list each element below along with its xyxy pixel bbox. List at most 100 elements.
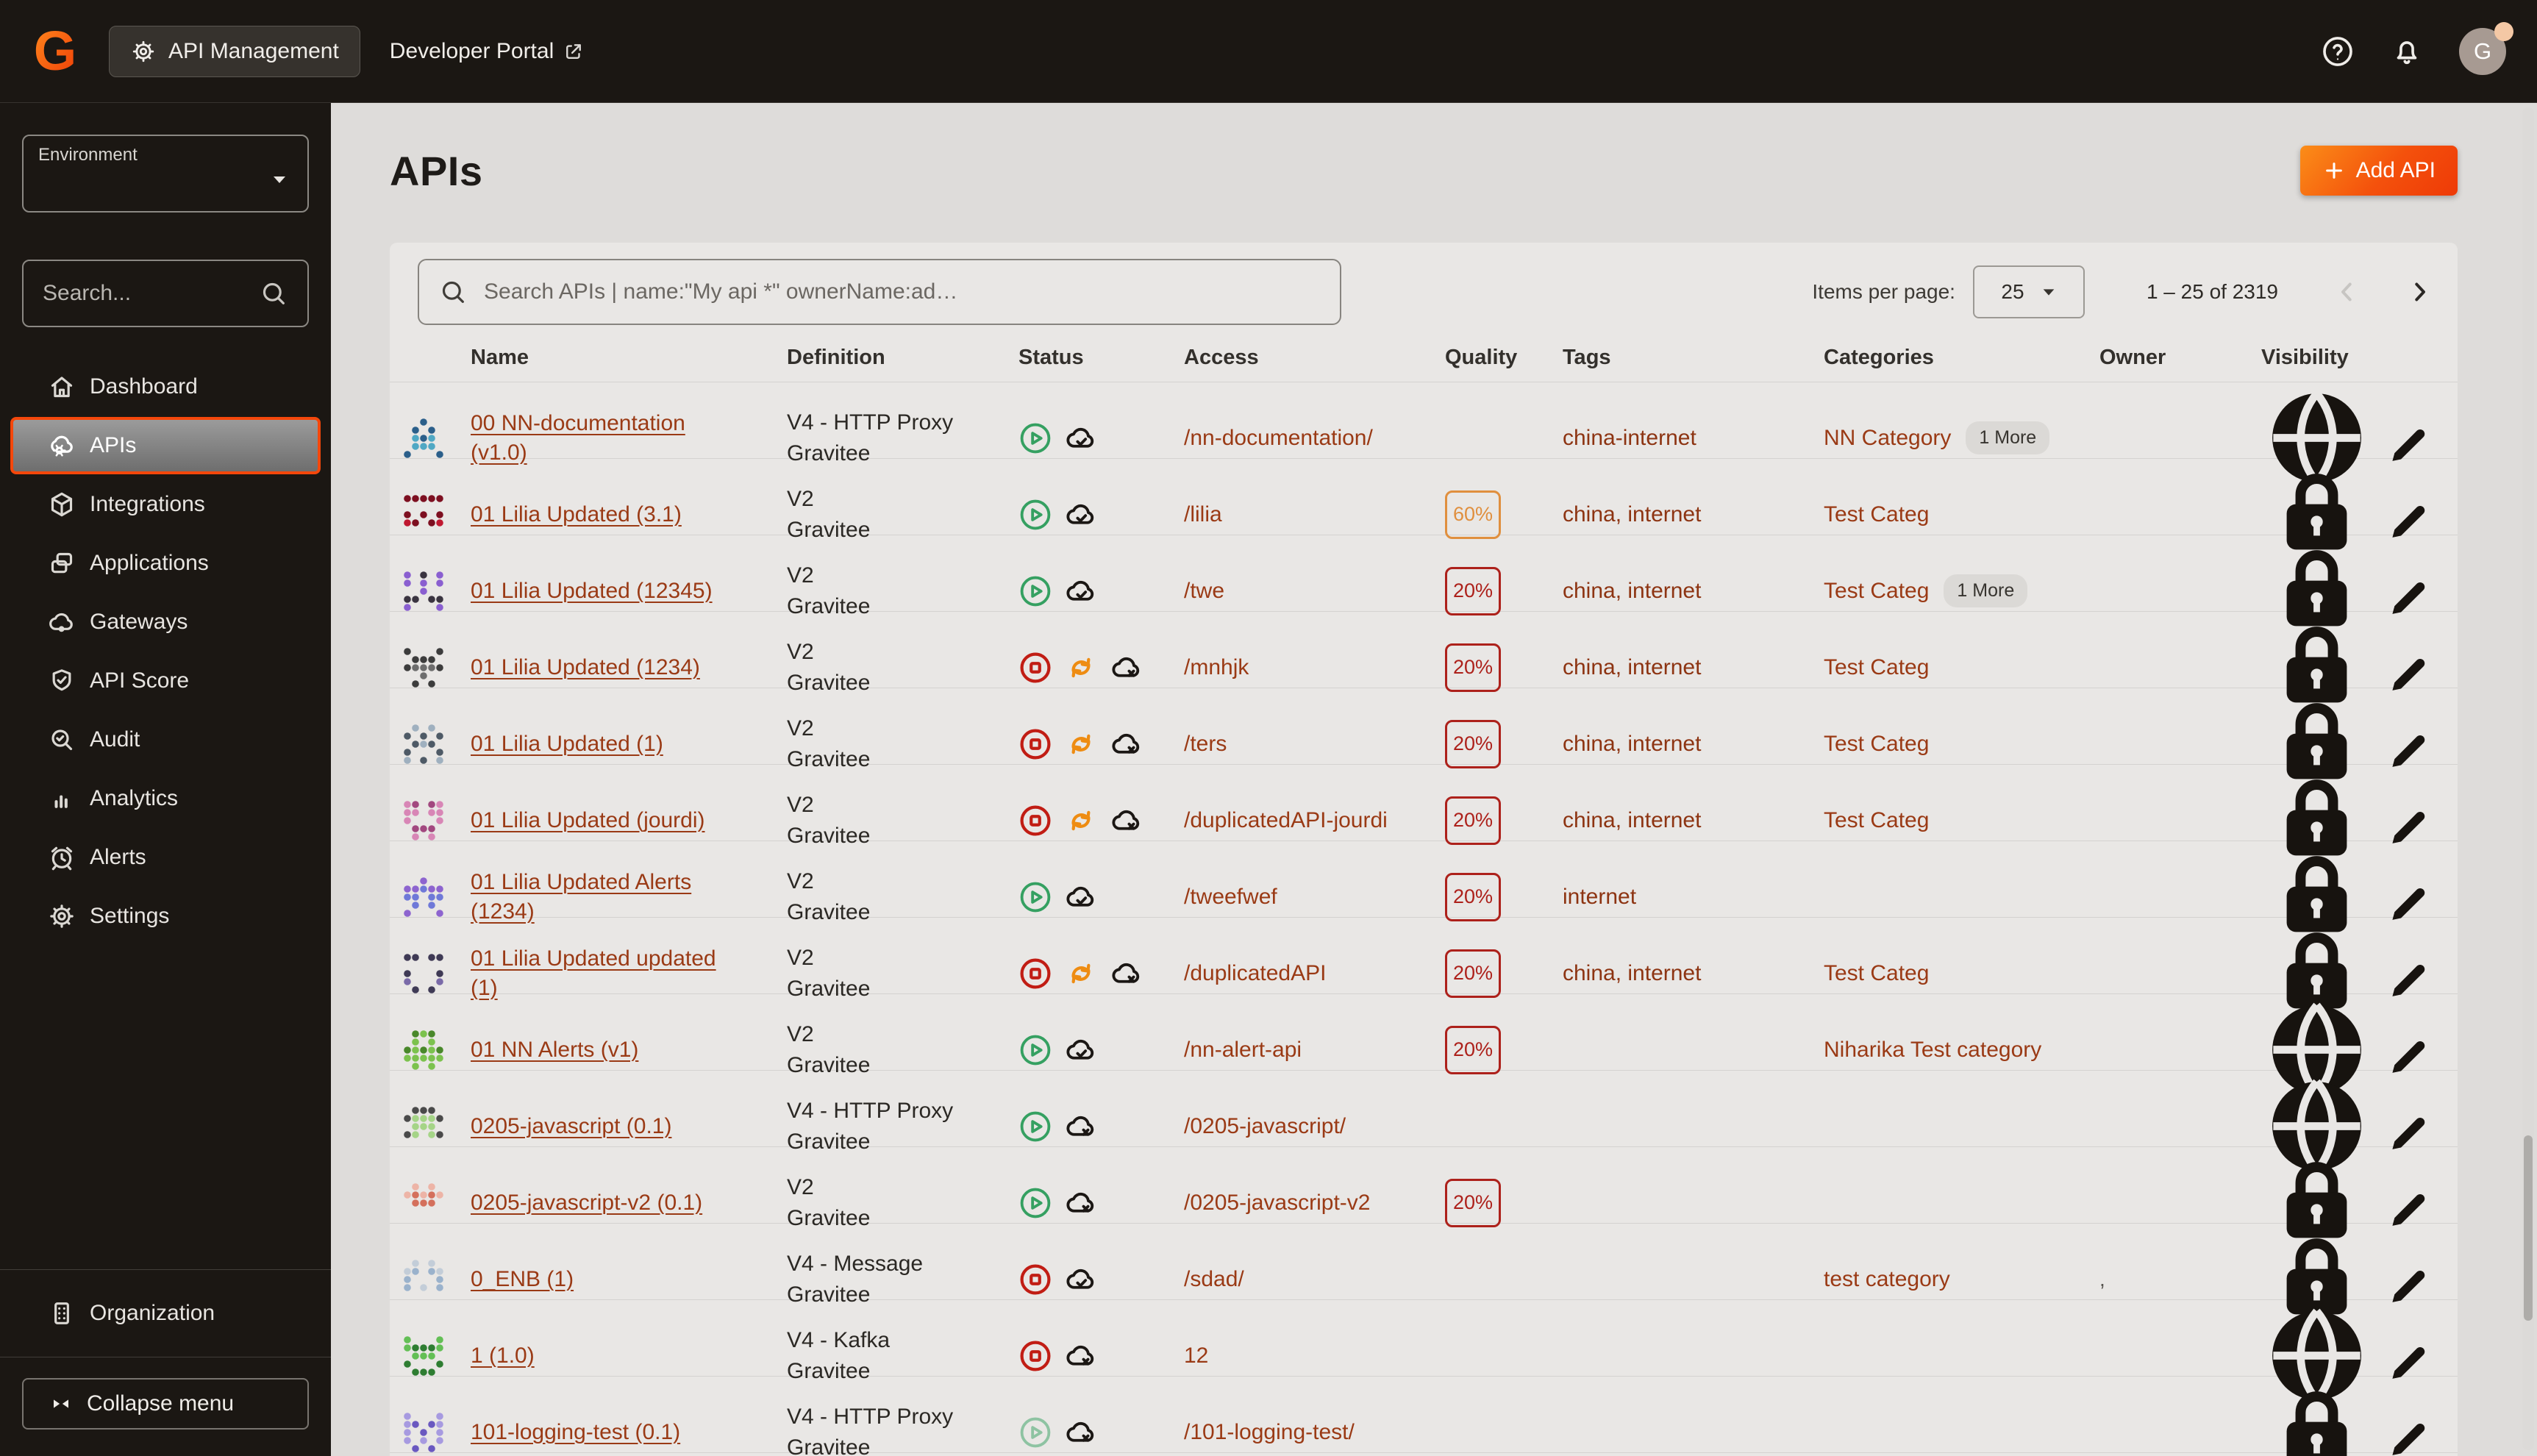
sidebar-item-apis[interactable]: APIs bbox=[10, 417, 321, 474]
edit-button[interactable] bbox=[2383, 1031, 2434, 1082]
api-name-link[interactable]: 0_ENB (1) bbox=[471, 1266, 574, 1291]
status-cell bbox=[1018, 1416, 1184, 1449]
sidebar-item-organization[interactable]: Organization bbox=[0, 1270, 331, 1357]
visibility-public-globe-icon bbox=[2261, 1071, 2372, 1182]
edit-button[interactable] bbox=[2383, 419, 2434, 471]
edit-button[interactable] bbox=[2383, 878, 2434, 929]
quality-badge: 20% bbox=[1445, 1025, 1501, 1074]
table-row[interactable]: 0205-javascript-v2 (0.1) V2 Gravitee /02… bbox=[390, 1147, 2458, 1238]
api-name-link[interactable]: 01 NN Alerts (v1) bbox=[471, 1037, 639, 1062]
table-row[interactable]: 01 Lilia Updated Alerts (1234) V2 Gravit… bbox=[390, 841, 2458, 932]
sidebar-item-integrations[interactable]: Integrations bbox=[10, 476, 321, 533]
edit-button[interactable] bbox=[2383, 649, 2434, 700]
api-name-link[interactable]: 101-logging-test (0.1) bbox=[471, 1419, 681, 1444]
edit-button[interactable] bbox=[2383, 954, 2434, 1006]
definition-cell: V4 - HTTP Proxy Gravitee bbox=[787, 407, 1018, 469]
api-name-link[interactable]: 01 Lilia Updated (3.1) bbox=[471, 502, 682, 527]
edit-button[interactable] bbox=[2383, 725, 2434, 777]
sidebar-item-alerts[interactable]: Alerts bbox=[10, 829, 321, 886]
more-categories-chip[interactable]: 1 More bbox=[1966, 421, 2050, 454]
api-name-link[interactable]: 01 Lilia Updated (1234) bbox=[471, 654, 700, 679]
edit-button[interactable] bbox=[2383, 496, 2434, 547]
edit-button[interactable] bbox=[2383, 1260, 2434, 1312]
environment-select[interactable]: Environment bbox=[22, 135, 309, 213]
sidebar-item-dashboard[interactable]: Dashboard bbox=[10, 358, 321, 415]
sidebar-item-settings[interactable]: Settings bbox=[10, 888, 321, 945]
definition-version: V2 bbox=[787, 792, 814, 817]
sidebar-item-label: Settings bbox=[90, 904, 170, 928]
quality-badge: 20% bbox=[1445, 872, 1501, 921]
edit-button[interactable] bbox=[2383, 802, 2434, 853]
api-name-link[interactable]: 0205-javascript-v2 (0.1) bbox=[471, 1190, 703, 1215]
app-switcher-chip[interactable]: API Management bbox=[109, 25, 360, 77]
table-row[interactable]: 01 NN Alerts (v1) V2 Gravitee /nn-alert-… bbox=[390, 994, 2458, 1097]
sidebar-item-audit[interactable]: Audit bbox=[10, 711, 321, 768]
definition-engine: Gravitee bbox=[787, 1205, 871, 1230]
category-label: Test Categ bbox=[1824, 502, 1930, 527]
api-name-link[interactable]: 01 Lilia Updated updated (1) bbox=[471, 946, 716, 1000]
status-deployed-icon bbox=[1064, 574, 1098, 608]
categories-cell: Test Categ bbox=[1824, 808, 2099, 833]
edit-button[interactable] bbox=[2383, 1413, 2434, 1456]
table-row[interactable]: 01 Lilia Updated updated (1) V2 Gravitee… bbox=[390, 918, 2458, 1009]
status-deployed-icon bbox=[1064, 1033, 1098, 1067]
table-row[interactable]: 01 Lilia Updated (1234) V2 Gravitee /mnh… bbox=[390, 612, 2458, 703]
notifications-bell-icon[interactable] bbox=[2390, 35, 2424, 68]
api-avatar bbox=[403, 800, 444, 841]
table-row[interactable]: 1 (1.0) V4 - Kafka Gravitee 12 bbox=[390, 1300, 2458, 1403]
api-name-link[interactable]: 01 Lilia Updated (1) bbox=[471, 731, 663, 756]
scrollbar-thumb[interactable] bbox=[2524, 1135, 2533, 1321]
edit-button[interactable] bbox=[2383, 572, 2434, 624]
access-path: /duplicatedAPI-jourdi bbox=[1184, 807, 1388, 832]
api-name-link[interactable]: 1 (1.0) bbox=[471, 1343, 535, 1368]
table-row[interactable]: 0_ENB (1) V4 - Message Gravitee /sdad/ t… bbox=[390, 1224, 2458, 1315]
help-icon[interactable] bbox=[2321, 35, 2355, 68]
categories-cell: test category bbox=[1824, 1267, 2099, 1292]
sidebar-item-gateways[interactable]: Gateways bbox=[10, 593, 321, 651]
api-avatar bbox=[403, 1029, 444, 1071]
scrollbar-track[interactable] bbox=[2522, 107, 2534, 1450]
sidebar-item-api-score[interactable]: API Score bbox=[10, 652, 321, 710]
status-cell bbox=[1018, 957, 1184, 991]
definition-engine: Gravitee bbox=[787, 670, 871, 695]
collapse-menu-button[interactable]: Collapse menu bbox=[22, 1378, 309, 1430]
add-api-button[interactable]: Add API bbox=[2299, 146, 2458, 196]
sidebar-search-input[interactable]: Search... bbox=[22, 260, 309, 327]
table-row[interactable]: 01 Lilia Updated (1) V2 Gravitee /ters 2… bbox=[390, 688, 2458, 779]
status-cell bbox=[1018, 1033, 1184, 1067]
definition-version: V4 - HTTP Proxy bbox=[787, 410, 954, 435]
table-row[interactable]: 101-logging-test (0.1) V4 - HTTP Proxy G… bbox=[390, 1377, 2458, 1456]
developer-portal-link[interactable]: Developer Portal bbox=[390, 39, 585, 64]
edit-button[interactable] bbox=[2383, 1184, 2434, 1235]
status-started-icon bbox=[1018, 1186, 1052, 1220]
apis-search-input[interactable]: Search APIs | name:"My api *" ownerName:… bbox=[418, 259, 1341, 325]
api-name-link[interactable]: 01 Lilia Updated Alerts (1234) bbox=[471, 869, 692, 924]
sidebar-item-applications[interactable]: Applications bbox=[10, 535, 321, 592]
apps-icon bbox=[47, 549, 76, 578]
api-name-link[interactable]: 01 Lilia Updated (12345) bbox=[471, 578, 713, 603]
avatar-status-badge bbox=[2494, 21, 2513, 41]
items-per-page-select[interactable]: 25 bbox=[1972, 265, 2085, 318]
api-name-link[interactable]: 00 NN-documentation (v1.0) bbox=[471, 410, 685, 465]
definition-cell: V2 Gravitee bbox=[787, 866, 1018, 928]
api-name-link[interactable]: 0205-javascript (0.1) bbox=[471, 1113, 672, 1138]
pagination-next-button[interactable] bbox=[2406, 279, 2433, 305]
api-name-link[interactable]: 01 Lilia Updated (jourdi) bbox=[471, 807, 705, 832]
status-cell bbox=[1018, 804, 1184, 838]
table-row[interactable]: 01 Lilia Updated (jourdi) V2 Gravitee /d… bbox=[390, 765, 2458, 856]
status-started-icon bbox=[1018, 880, 1052, 914]
definition-version: V4 - HTTP Proxy bbox=[787, 1098, 954, 1123]
status-undeployed-icon bbox=[1064, 1416, 1098, 1449]
table-row[interactable]: 01 Lilia Updated (12345) V2 Gravitee /tw… bbox=[390, 535, 2458, 627]
table-row[interactable]: 0205-javascript (0.1) V4 - HTTP Proxy Gr… bbox=[390, 1071, 2458, 1174]
sidebar-item-analytics[interactable]: Analytics bbox=[10, 770, 321, 827]
edit-button[interactable] bbox=[2383, 1107, 2434, 1159]
user-avatar[interactable]: G bbox=[2459, 21, 2513, 75]
edit-button[interactable] bbox=[2383, 1337, 2434, 1388]
access-path: /duplicatedAPI bbox=[1184, 960, 1327, 985]
table-row[interactable]: 01 Lilia Updated (3.1) V2 Gravitee /lili… bbox=[390, 459, 2458, 550]
pagination-previous-button[interactable] bbox=[2334, 279, 2361, 305]
table-row[interactable]: 00 NN-documentation (v1.0) V4 - HTTP Pro… bbox=[390, 382, 2458, 485]
status-started-icon bbox=[1018, 1033, 1052, 1067]
more-categories-chip[interactable]: 1 More bbox=[1944, 574, 2028, 607]
